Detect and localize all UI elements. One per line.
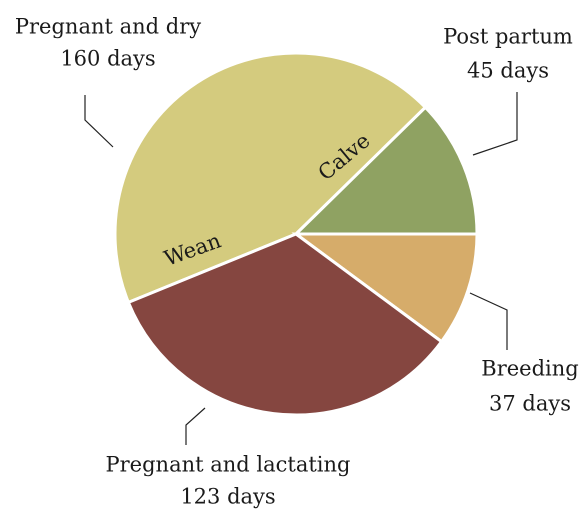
slice-value-label: 160 days xyxy=(60,47,155,71)
pie-slice xyxy=(126,232,444,417)
leader-line xyxy=(185,407,206,445)
leader-line xyxy=(469,292,508,350)
slice-value-label: 123 days xyxy=(180,485,275,509)
pie-slice xyxy=(291,232,479,344)
pie-slice xyxy=(113,51,428,305)
slice-label: Post partum xyxy=(443,25,573,49)
slice-value-label: 45 days xyxy=(467,59,549,83)
leader-line xyxy=(472,92,518,156)
leader-line xyxy=(84,95,114,148)
slice-label: Breeding xyxy=(481,357,578,381)
slice-value-label: 37 days xyxy=(489,392,571,416)
slice-label: Pregnant and dry xyxy=(15,15,201,39)
pie-slice xyxy=(292,105,479,236)
slice-label: Pregnant and lactating xyxy=(106,453,351,477)
